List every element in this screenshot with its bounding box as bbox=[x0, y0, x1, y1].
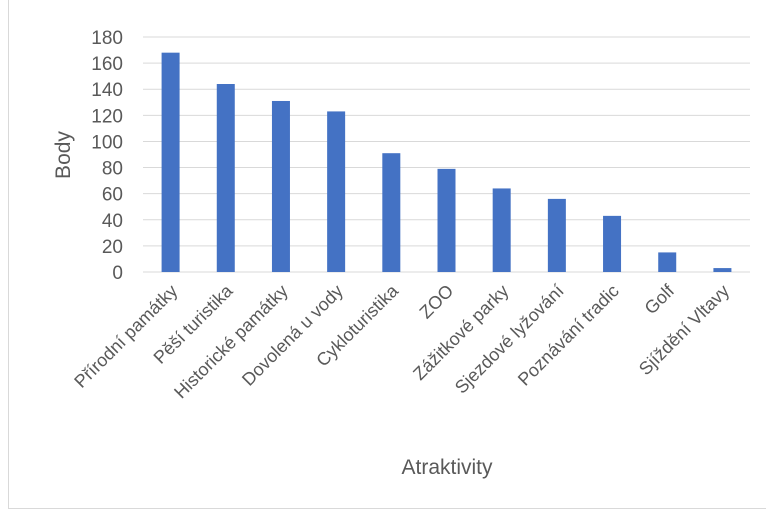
bar bbox=[437, 168, 456, 272]
bar-series bbox=[161, 52, 732, 273]
x-tick-label: Přírodní památky bbox=[70, 281, 181, 392]
y-tick-label: 0 bbox=[112, 263, 123, 284]
bar bbox=[603, 215, 622, 272]
y-axis-title: Body bbox=[52, 131, 75, 179]
x-axis-title: Atraktivity bbox=[401, 456, 493, 479]
y-tick-label: 60 bbox=[102, 185, 123, 206]
y-tick-label: 20 bbox=[102, 237, 123, 258]
y-tick-label: 100 bbox=[91, 132, 123, 153]
y-axis-ticks: 0 20 40 60 80 100 120 140 160 180 bbox=[91, 28, 123, 284]
x-tick-label: Dovolená u vody bbox=[238, 281, 347, 390]
bar bbox=[327, 111, 346, 273]
y-tick-label: 160 bbox=[91, 54, 123, 75]
x-tick-label: Zážitkové parky bbox=[409, 281, 512, 384]
bar bbox=[271, 100, 290, 272]
bar bbox=[382, 153, 401, 272]
bar bbox=[658, 252, 677, 272]
bar bbox=[216, 84, 235, 272]
bar bbox=[492, 188, 511, 272]
y-tick-label: 140 bbox=[91, 80, 123, 101]
x-tick-label: Poznávání tradic bbox=[514, 281, 623, 390]
bar bbox=[161, 52, 180, 272]
y-tick-label: 180 bbox=[91, 28, 123, 49]
bar bbox=[713, 268, 732, 272]
x-tick-label: ZOO bbox=[416, 281, 458, 323]
y-tick-label: 120 bbox=[91, 106, 123, 127]
y-tick-label: 40 bbox=[102, 211, 123, 232]
x-tick-label: Golf bbox=[641, 280, 679, 318]
y-tick-label: 80 bbox=[102, 159, 123, 180]
bar bbox=[547, 198, 566, 272]
